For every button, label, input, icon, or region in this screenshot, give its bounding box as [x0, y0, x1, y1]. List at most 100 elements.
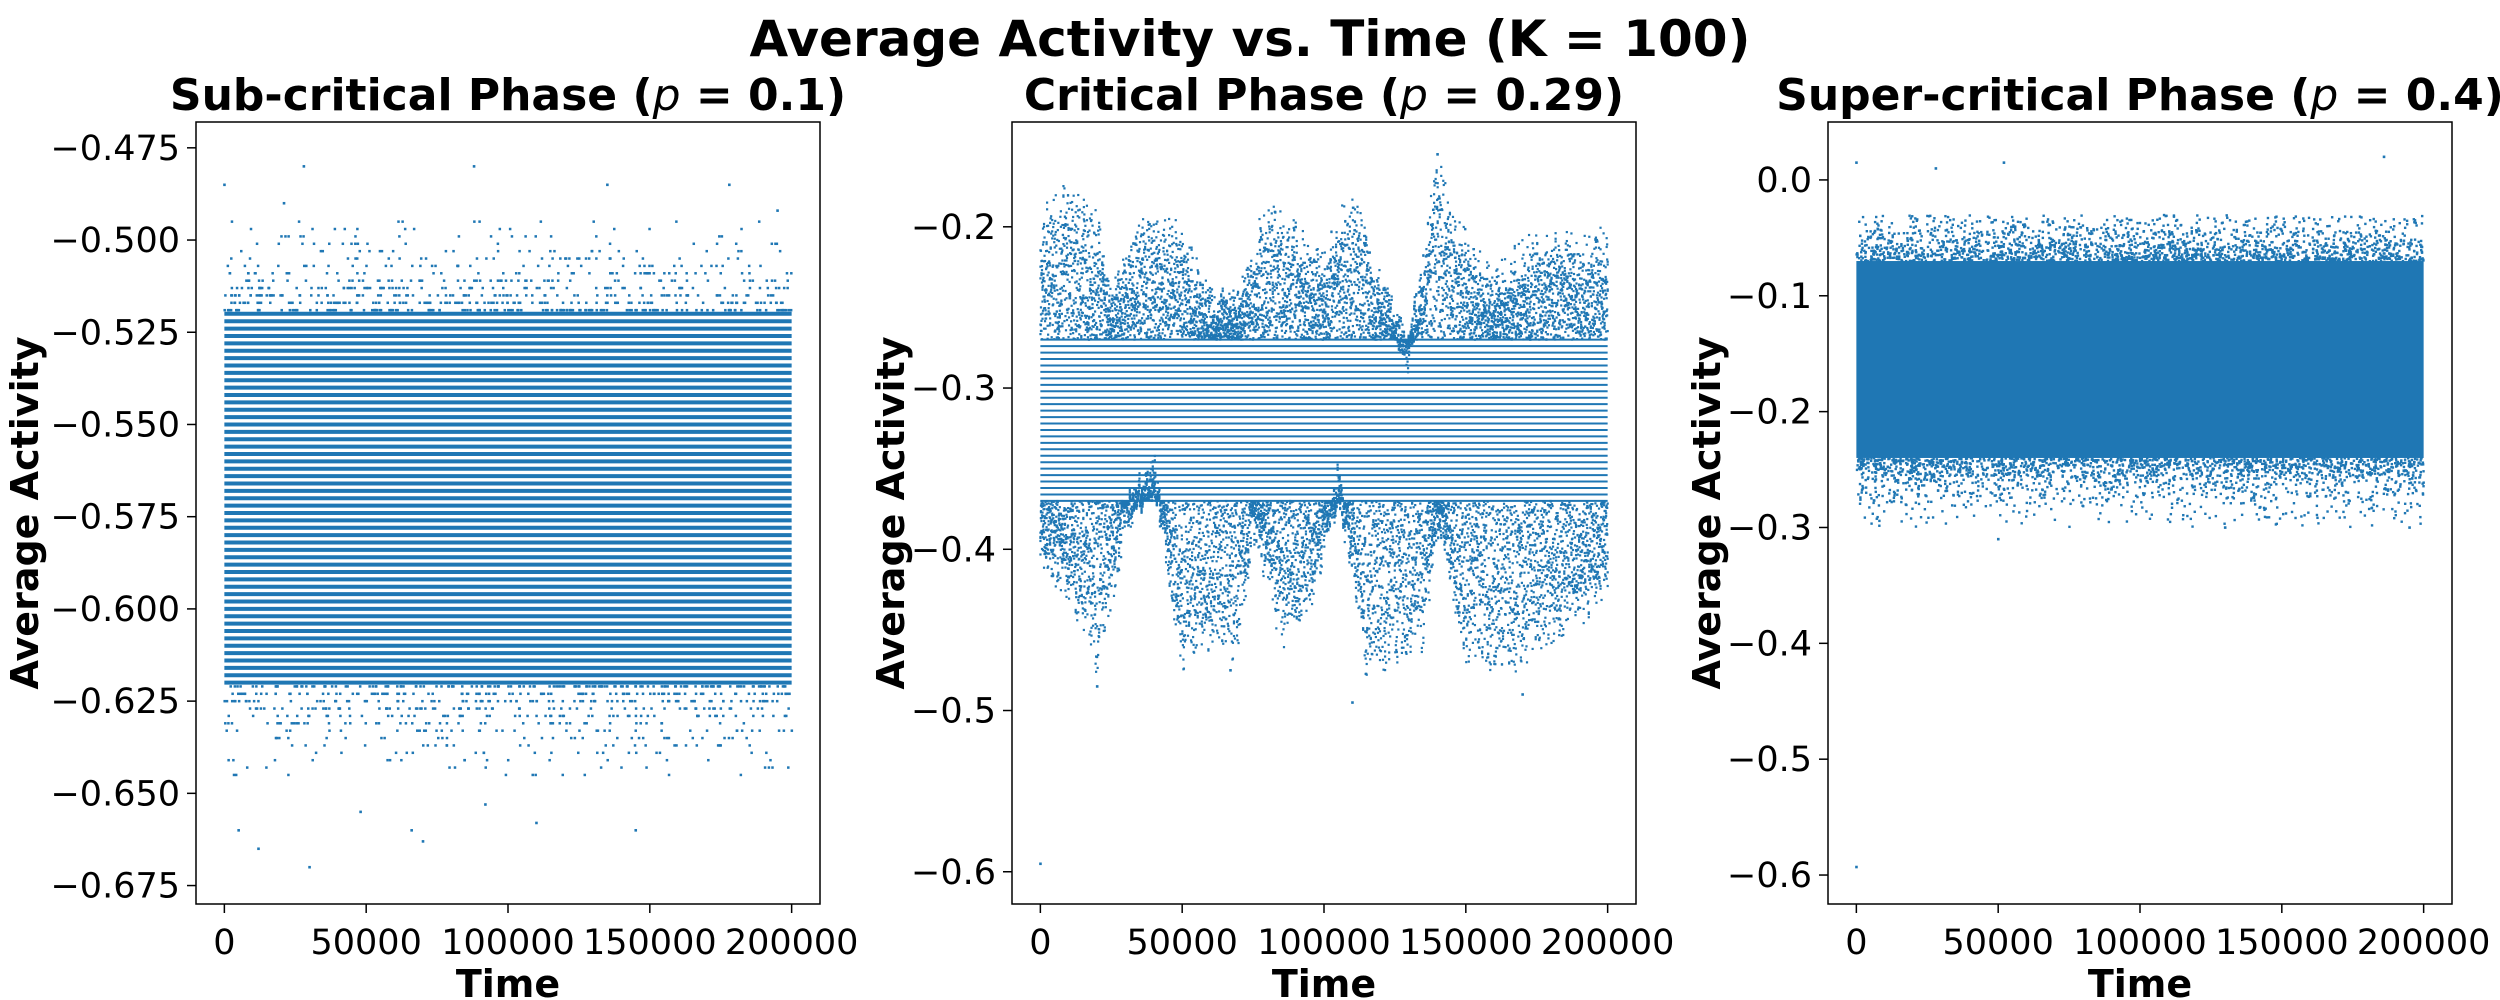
data-point	[1060, 524, 1063, 527]
data-point	[1062, 551, 1066, 554]
data-point	[456, 279, 460, 282]
data-point	[1140, 511, 1143, 514]
data-point	[531, 301, 534, 305]
data-point	[1204, 550, 1207, 553]
data-point	[588, 685, 591, 688]
data-point	[1173, 297, 1176, 300]
data-point	[549, 249, 552, 253]
data-point	[1206, 289, 1210, 292]
data-point	[1157, 250, 1161, 254]
data-point	[1151, 260, 1154, 264]
data-point	[1097, 284, 1100, 287]
data-point	[626, 685, 629, 688]
data-point	[518, 714, 521, 718]
scatter-points	[1039, 153, 1609, 866]
data-point	[1186, 599, 1189, 602]
data-point	[674, 685, 678, 688]
data-point	[1090, 271, 1094, 274]
data-point	[368, 286, 372, 290]
data-point	[1199, 295, 1202, 298]
data-point	[1202, 327, 1205, 330]
data-point	[1182, 286, 1185, 289]
data-point	[1113, 318, 1116, 321]
data-point	[589, 707, 593, 710]
data-point	[524, 294, 528, 297]
data-point	[1167, 289, 1170, 293]
data-point	[416, 729, 419, 732]
data-point	[1191, 583, 1194, 586]
data-point	[404, 722, 408, 725]
data-point	[1072, 248, 1075, 251]
data-point	[1104, 606, 1107, 609]
data-point	[1153, 487, 1156, 490]
data-point	[1106, 565, 1109, 569]
data-point	[388, 707, 392, 710]
data-point	[1126, 508, 1129, 512]
data-point	[757, 220, 761, 223]
data-point	[1150, 495, 1153, 498]
data-point	[579, 308, 582, 312]
data-point	[1101, 261, 1104, 264]
data-point	[1098, 592, 1101, 596]
data-point	[1055, 251, 1058, 254]
data-point	[486, 685, 490, 688]
data-point	[1045, 266, 1048, 269]
data-point	[1084, 601, 1087, 604]
data-point	[1092, 640, 1096, 643]
data-point	[1042, 523, 1045, 526]
data-point	[1097, 537, 1100, 540]
data-point	[1077, 546, 1080, 550]
data-point	[281, 707, 284, 710]
critical-panel: 0 50000 100000 150000 200000−0.6−0.5−0.4−0.3…	[869, 70, 1674, 1000]
data-point	[555, 685, 558, 688]
data-point	[1115, 537, 1119, 541]
data-point	[785, 714, 788, 718]
data-point	[1059, 225, 1062, 228]
data-point	[1133, 487, 1136, 491]
data-point	[343, 227, 347, 231]
data-point	[1064, 566, 1067, 569]
data-point	[1200, 504, 1203, 507]
data-point	[1062, 337, 1065, 340]
data-point	[1201, 531, 1204, 534]
data-point	[1056, 526, 1059, 529]
data-point	[634, 707, 638, 710]
data-point	[1102, 331, 1105, 334]
data-point	[1121, 321, 1124, 325]
data-point	[1091, 500, 1094, 503]
data-point	[444, 286, 447, 290]
data-point	[1141, 272, 1144, 275]
data-point	[667, 736, 671, 740]
data-point	[230, 301, 233, 305]
data-point	[1209, 290, 1212, 293]
data-point	[1184, 550, 1187, 553]
data-point	[1170, 332, 1173, 335]
data-point	[1114, 288, 1118, 291]
data-point	[1080, 585, 1083, 588]
data-point	[1176, 271, 1179, 274]
data-point	[468, 286, 471, 290]
data-point	[357, 294, 361, 297]
data-point	[1051, 553, 1054, 556]
data-point	[1213, 315, 1216, 319]
data-point	[490, 301, 493, 305]
data-point	[1153, 476, 1156, 479]
data-point	[1112, 301, 1115, 304]
data-point	[512, 301, 515, 305]
data-point	[1213, 589, 1216, 592]
data-point	[1111, 565, 1114, 568]
data-point	[642, 301, 646, 305]
data-point	[1072, 262, 1075, 265]
data-point	[1144, 273, 1147, 276]
data-point	[663, 707, 666, 710]
data-point	[1195, 287, 1198, 290]
data-point	[1207, 596, 1211, 599]
data-point	[1040, 500, 1043, 503]
data-point	[1169, 539, 1172, 542]
data-point	[272, 294, 275, 297]
data-point	[656, 308, 659, 312]
data-point	[1045, 243, 1048, 246]
data-point	[457, 235, 461, 238]
data-point	[1213, 296, 1216, 299]
data-point	[1148, 223, 1151, 226]
